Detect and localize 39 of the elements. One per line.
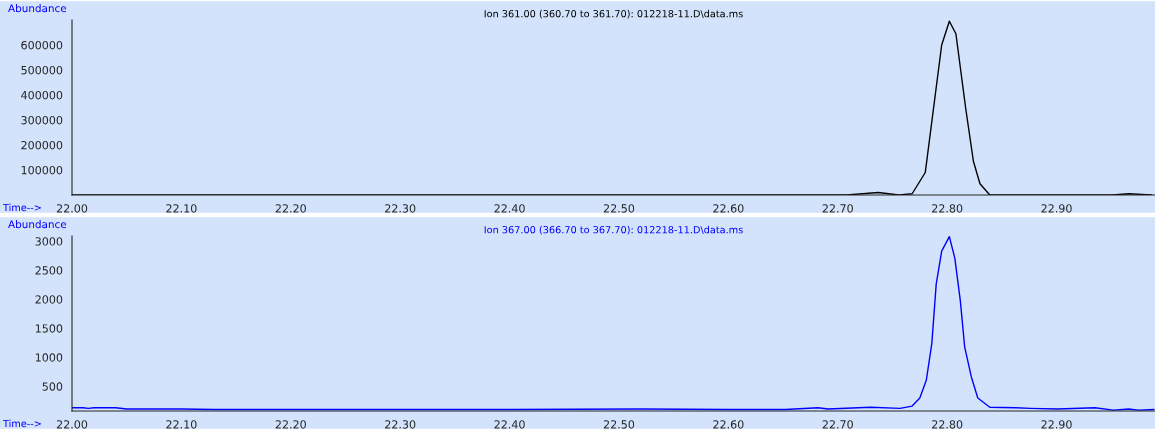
line-series	[72, 236, 1155, 411]
x-tick-label: 22.30	[385, 204, 416, 213]
chart-title: Ion 361.00 (360.70 to 361.70): 012218-11.D\data.ms	[484, 9, 743, 19]
x-tick-label: 22.40	[494, 204, 525, 213]
y-axis-title: Abundance	[8, 220, 67, 229]
x-tick-label: 22.90	[1041, 420, 1072, 429]
y-tick-label: 2000	[35, 295, 63, 304]
x-tick-label: 22.10	[166, 204, 197, 213]
y-tick-label: 1500	[35, 324, 63, 333]
x-tick-label: 22.70	[822, 420, 853, 429]
x-axis-title: Time-->	[2, 203, 41, 212]
x-tick-label: 22.90	[1041, 204, 1072, 213]
y-tick-label: 2500	[35, 266, 63, 275]
y-tick-label: 3000	[35, 237, 63, 246]
x-tick-label: 22.50	[603, 420, 635, 429]
x-tick-label: 22.00	[56, 420, 88, 429]
y-tick-label: 500000	[21, 65, 63, 75]
x-tick-label: 22.20	[275, 204, 306, 213]
y-tick-label: 100000	[21, 165, 63, 175]
y-tick-label: 1000	[35, 353, 63, 362]
x-tick-label: 22.30	[385, 420, 416, 429]
x-tick-label: 22.50	[603, 204, 635, 213]
chart-title: Ion 367.00 (366.70 to 367.70): 012218-11.D\data.ms	[484, 225, 743, 235]
y-axis-title: Abundance	[8, 4, 67, 13]
x-tick-label: 22.80	[932, 204, 963, 213]
y-tick-label: 300000	[21, 115, 63, 125]
x-tick-label: 22.40	[494, 420, 525, 429]
y-tick-label: 500	[42, 382, 63, 391]
x-tick-label: 22.70	[822, 204, 853, 213]
x-tick-label: 22.80	[932, 420, 963, 429]
y-tick-label: 600000	[21, 40, 63, 50]
x-tick-label: 22.60	[713, 420, 744, 429]
x-tick-label: 22.00	[56, 204, 88, 213]
x-tick-label: 22.60	[713, 204, 744, 213]
x-tick-label: 22.20	[275, 420, 306, 429]
x-tick-label: 22.10	[166, 420, 197, 429]
y-tick-label: 400000	[21, 90, 63, 100]
x-axis-title: Time-->	[2, 419, 41, 428]
y-tick-label: 200000	[21, 140, 63, 150]
